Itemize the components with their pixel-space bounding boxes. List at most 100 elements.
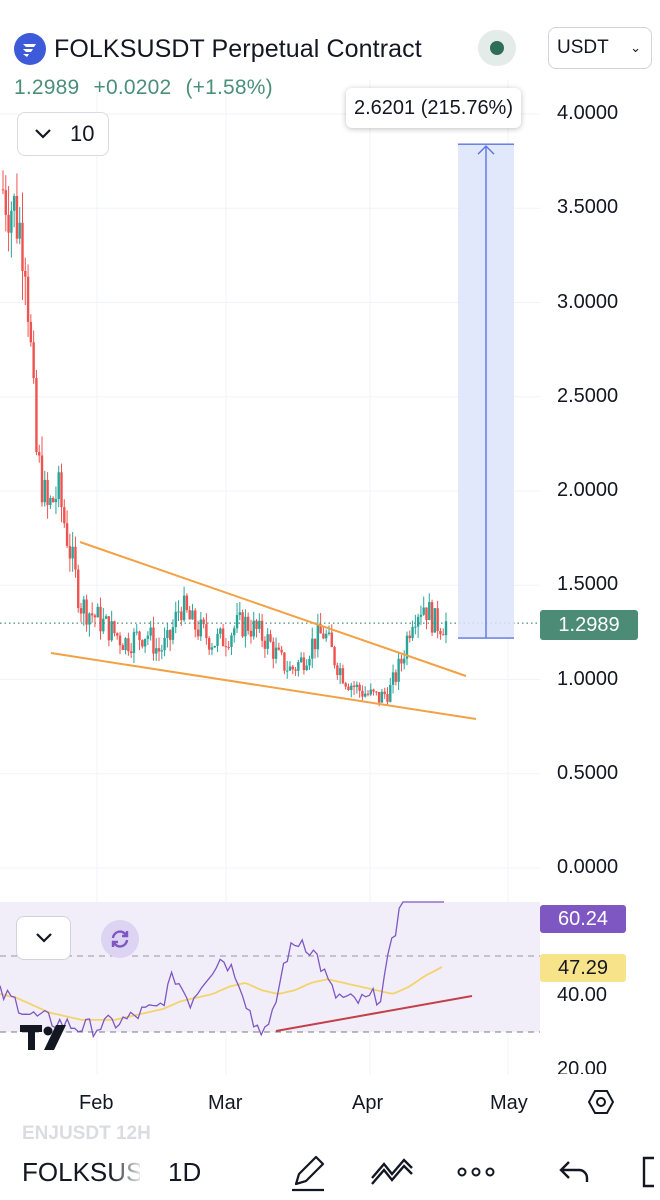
candle-body — [116, 633, 119, 636]
candle-body — [71, 546, 74, 559]
candle-body — [102, 618, 105, 632]
timeframe-button[interactable]: 1D — [168, 1157, 202, 1187]
candle-body — [10, 210, 13, 233]
candle-body — [433, 608, 437, 633]
price-tick-label: 0.5000 — [557, 761, 619, 784]
candle-body — [12, 196, 16, 211]
rsi-support-trendline[interactable] — [275, 995, 473, 1032]
symbol-title: FOLKSUSDT Perpetual Contract — [54, 34, 422, 63]
chart-settings-button[interactable] — [587, 1088, 615, 1121]
candle-body — [135, 631, 138, 633]
candle-body — [141, 640, 144, 647]
candle-body — [375, 691, 378, 693]
candle-body — [316, 624, 320, 650]
candle-body — [182, 595, 186, 621]
candle-body — [380, 691, 384, 703]
rsi-ma-line — [0, 966, 443, 1021]
candle-body — [146, 635, 150, 639]
measure-tooltip: 2.6201 (215.76%) — [346, 88, 522, 128]
candle-body — [213, 645, 216, 648]
candle-body — [439, 631, 442, 635]
candle-body — [241, 612, 244, 637]
candle-body — [442, 634, 445, 636]
rsi-refresh-button[interactable] — [101, 920, 139, 958]
current-price-badge: 1.2989 — [540, 610, 638, 640]
more-icon — [457, 1167, 495, 1177]
candle-body — [32, 342, 35, 379]
fullscreen-button[interactable] — [636, 1150, 660, 1199]
candle-body — [160, 650, 164, 652]
candle-body — [90, 613, 94, 616]
candle-body — [319, 624, 322, 634]
more-button[interactable] — [454, 1150, 498, 1199]
candle-body — [414, 626, 417, 628]
candle-body — [85, 599, 88, 625]
candle-body — [40, 455, 44, 503]
candle-body — [444, 621, 448, 636]
support-trendline[interactable] — [50, 652, 477, 720]
indicator-collapse-button[interactable]: 10 — [17, 112, 109, 156]
date-tick-feb: Feb — [79, 1092, 114, 1114]
candle-body — [207, 638, 211, 650]
candle-body — [15, 196, 19, 239]
candle-body — [350, 685, 353, 691]
price-tick-label: 3.5000 — [557, 196, 619, 219]
candle-body — [358, 684, 361, 691]
candle-body — [60, 472, 63, 508]
price-tick-label: 2.5000 — [557, 384, 619, 407]
candle-body — [107, 616, 111, 641]
candle-body — [277, 647, 281, 650]
price-tick-label: 1.5000 — [557, 573, 619, 596]
drawing-tools-button[interactable] — [368, 1150, 416, 1199]
candle-body — [174, 611, 177, 628]
symbol-header[interactable]: FOLKSUSDT Perpetual Contract — [14, 30, 422, 68]
candle-body — [132, 632, 136, 654]
candle-body — [99, 606, 102, 632]
market-status-indicator[interactable] — [478, 30, 516, 66]
candle-body — [118, 635, 122, 646]
candle-body — [113, 621, 116, 634]
candle-body — [411, 626, 414, 639]
currency-label: USDT — [557, 37, 609, 58]
undo-button[interactable] — [555, 1150, 595, 1199]
rsi-tick-20: 20.00 — [557, 1058, 608, 1074]
candle-body — [403, 658, 406, 664]
candle-body — [272, 641, 275, 659]
currency-select[interactable]: USDT ⌄ — [548, 27, 652, 69]
candle-body — [366, 693, 370, 695]
candle-body — [155, 648, 158, 654]
candle-body — [219, 628, 222, 634]
symbol-fade — [110, 1152, 144, 1192]
candle-body — [124, 638, 127, 651]
refresh-icon — [111, 930, 129, 948]
ohlc-legend: 1.2989 +0.0202 (+1.58%) — [14, 76, 281, 100]
price-tick-label: 2.0000 — [557, 479, 619, 501]
candle-body — [266, 634, 269, 649]
candle-body — [227, 646, 230, 648]
rsi-line — [0, 901, 444, 1039]
candle-body — [210, 647, 214, 650]
candle-body — [43, 479, 46, 503]
chevron-down-icon — [35, 129, 51, 139]
candle-body — [288, 666, 292, 671]
candle-body — [185, 595, 189, 611]
price-tick-label: 3.0000 — [557, 290, 619, 313]
pen-button[interactable] — [286, 1150, 330, 1199]
candle-body — [291, 666, 294, 670]
rsi-value-badge: 60.24 — [540, 905, 626, 933]
candle-body — [252, 620, 255, 637]
pen-icon — [292, 1155, 325, 1192]
date-tick-may: May — [490, 1092, 528, 1114]
candle-body — [361, 690, 364, 697]
hexagon-settings-icon — [587, 1090, 615, 1114]
candle-body — [311, 638, 314, 659]
candle-body — [166, 630, 169, 638]
candle-body — [336, 665, 339, 676]
rsi-collapse-button[interactable] — [16, 916, 71, 960]
date-tick-apr: Apr — [352, 1092, 384, 1114]
candle-body — [405, 635, 409, 659]
candle-body — [338, 668, 342, 676]
resistance-trendline[interactable] — [79, 541, 467, 677]
candle-body — [24, 271, 27, 277]
